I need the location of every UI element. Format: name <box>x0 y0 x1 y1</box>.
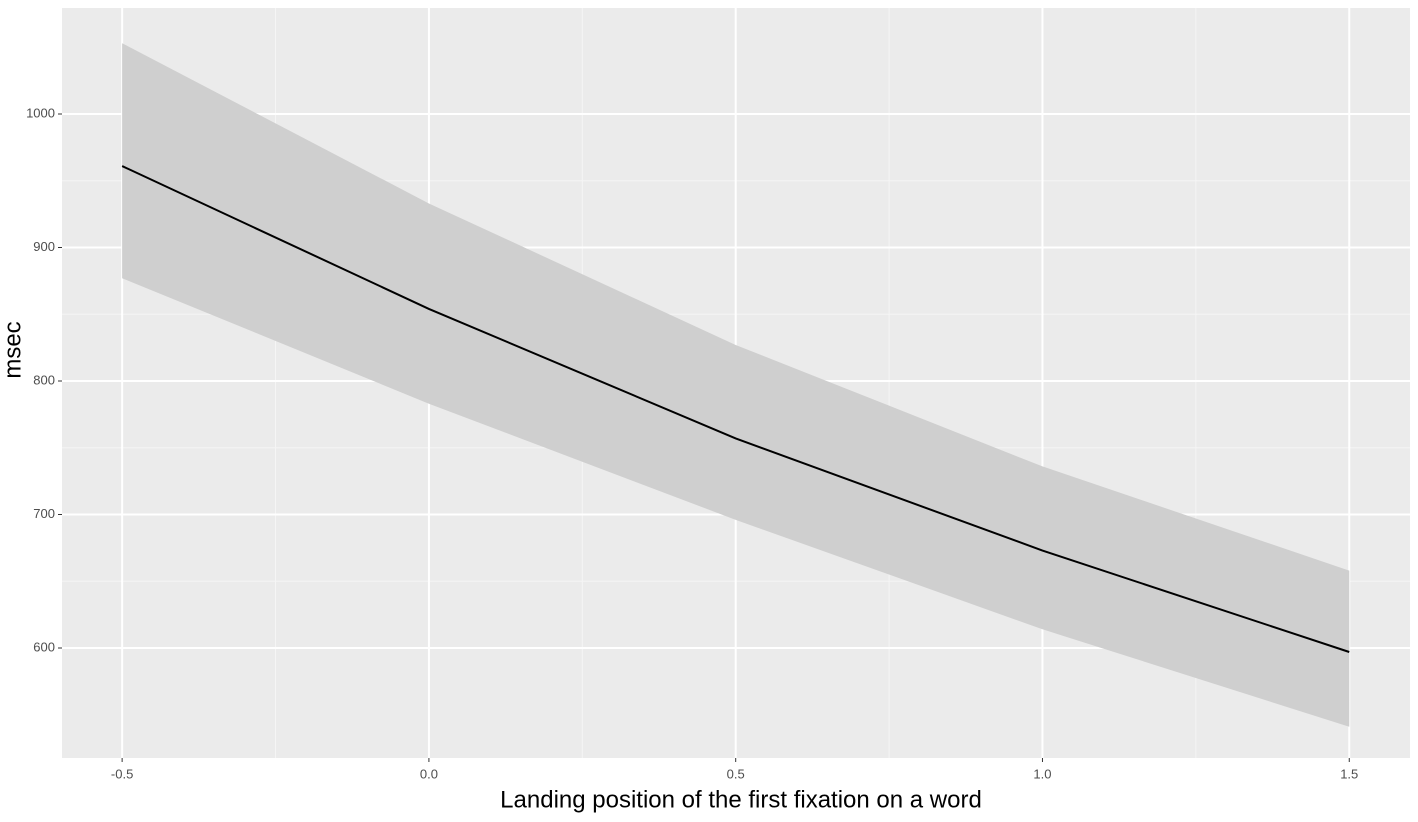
y-tick-label: 1000 <box>26 105 55 120</box>
y-axis-title: msec <box>0 321 26 378</box>
confidence-band <box>122 43 1350 727</box>
x-tick-label: 1.5 <box>1340 766 1358 781</box>
x-tick-label: 1.0 <box>1033 766 1051 781</box>
y-tick-label: 700 <box>33 506 55 521</box>
x-tick-label: -0.5 <box>111 766 133 781</box>
x-axis-title: Landing position of the first fixation o… <box>500 786 982 813</box>
y-tick-label: 800 <box>33 372 55 387</box>
y-tick-label: 600 <box>33 639 55 654</box>
y-tick-label: 900 <box>33 239 55 254</box>
x-tick-label: 0.0 <box>420 766 438 781</box>
x-tick-label: 0.5 <box>727 766 745 781</box>
line <box>121 165 1350 653</box>
